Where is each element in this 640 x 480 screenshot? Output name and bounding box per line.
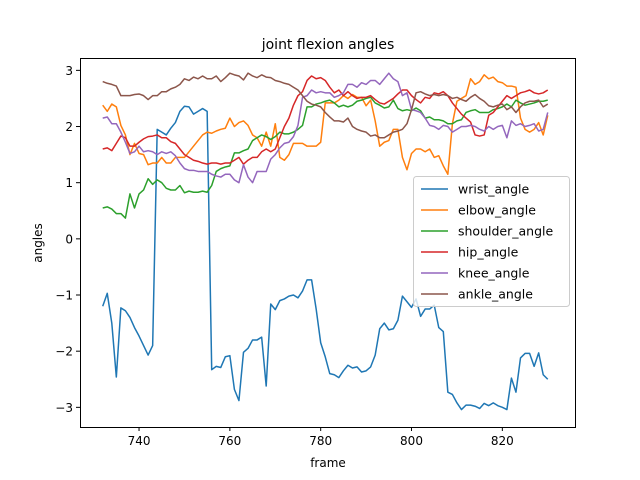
- plot-frame: [80, 58, 576, 428]
- legend-box: [413, 176, 570, 307]
- x-tick-label: 740: [128, 434, 151, 448]
- x-axis-ticks: 740 760 780 800 820: [128, 427, 514, 448]
- legend-label-elbow-angle: elbow_angle: [458, 203, 536, 218]
- y-tick-label: −1: [55, 289, 73, 303]
- y-tick-label: 0: [65, 232, 73, 246]
- legend-label-shoulder-angle: shoulder_angle: [458, 224, 553, 239]
- y-tick-label: −2: [55, 345, 73, 359]
- y-tick-label: −3: [55, 401, 73, 415]
- series-line-ankle-angle: [102, 72, 549, 139]
- x-tick-label: 780: [309, 434, 332, 448]
- legend-label-knee-angle: knee_angle: [458, 266, 530, 281]
- chart-title: joint flexion angles: [261, 37, 395, 53]
- series-layer: [102, 72, 549, 411]
- x-tick-label: 820: [491, 434, 514, 448]
- series-line-knee-angle: [102, 72, 549, 184]
- series-line-shoulder-angle: [102, 96, 548, 219]
- y-tick-label: 3: [65, 64, 73, 78]
- series-line-hip-angle: [102, 75, 549, 165]
- y-axis-title: angles: [31, 223, 45, 263]
- legend-label-hip-angle: hip_angle: [458, 245, 519, 260]
- y-tick-label: 1: [65, 176, 73, 190]
- x-axis-title: frame: [310, 456, 346, 470]
- legend-label-ankle-angle: ankle_angle: [458, 287, 533, 302]
- x-tick-label: 800: [400, 434, 423, 448]
- x-tick-label: 760: [218, 434, 241, 448]
- legend: wrist_angle elbow_angle shoulder_angle hip_…: [413, 176, 570, 307]
- series-line-wrist-angle: [102, 105, 549, 411]
- legend-label-wrist-angle: wrist_angle: [458, 182, 529, 197]
- y-axis-ticks: −3 −2 −1 0 1 2 3: [55, 64, 80, 415]
- y-tick-label: 2: [65, 120, 73, 134]
